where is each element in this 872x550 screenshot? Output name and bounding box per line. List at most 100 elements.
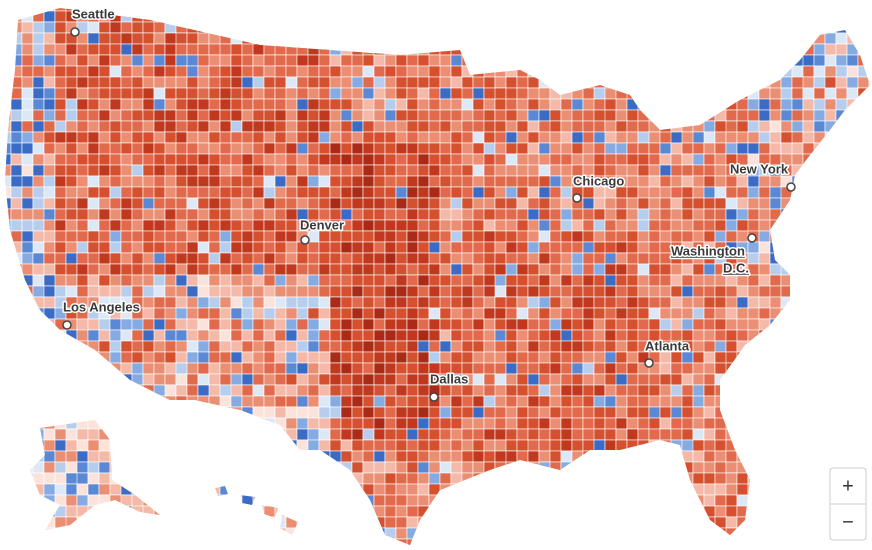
county (615, 406, 628, 419)
county (318, 505, 331, 518)
county (318, 395, 331, 408)
county (593, 8, 606, 12)
county (175, 384, 188, 397)
county (648, 208, 661, 221)
county (98, 329, 111, 342)
county (241, 76, 254, 89)
county (835, 450, 848, 463)
county (747, 8, 760, 12)
county (307, 10, 320, 23)
county (692, 439, 705, 452)
county (351, 142, 364, 155)
county (582, 494, 595, 507)
county (439, 175, 452, 188)
county (626, 241, 639, 254)
zoom-in-label[interactable]: + (842, 475, 854, 497)
county (164, 175, 177, 188)
county (472, 483, 485, 496)
county (76, 219, 89, 232)
county (219, 230, 232, 243)
county (98, 131, 111, 144)
county (472, 120, 485, 133)
county (395, 197, 408, 210)
county (428, 417, 441, 430)
county (483, 164, 496, 177)
county (736, 417, 749, 430)
county (417, 395, 430, 408)
county (703, 362, 716, 375)
county (637, 285, 650, 298)
county (230, 8, 243, 12)
county (329, 505, 342, 518)
county (142, 142, 155, 155)
county (241, 428, 254, 441)
county (406, 43, 419, 56)
county (527, 8, 540, 12)
county (824, 263, 837, 276)
county (494, 351, 507, 364)
county (142, 406, 166, 419)
county (505, 8, 518, 12)
zoom-out-label[interactable]: − (842, 511, 854, 533)
county (835, 219, 859, 232)
county (21, 131, 34, 144)
county (417, 329, 430, 342)
county (538, 54, 562, 67)
county (340, 395, 353, 408)
zoom-in-button[interactable]: + (830, 468, 866, 504)
county (307, 505, 320, 518)
county (54, 538, 67, 545)
county (439, 538, 452, 545)
county (362, 65, 375, 78)
county (725, 494, 738, 507)
county (681, 417, 694, 430)
county (692, 406, 705, 419)
county (252, 98, 265, 111)
county (593, 98, 606, 111)
county (692, 43, 716, 56)
county (318, 384, 331, 397)
county (351, 252, 364, 265)
county (307, 373, 320, 386)
county (505, 505, 518, 518)
county (494, 219, 507, 232)
county (593, 208, 606, 221)
county (230, 120, 243, 133)
county (747, 340, 760, 353)
zoom-out-button[interactable]: − (830, 504, 866, 540)
county (813, 307, 826, 320)
county (318, 516, 331, 529)
county (274, 417, 287, 430)
county (802, 76, 815, 89)
county (516, 406, 529, 419)
county (483, 439, 496, 452)
county (241, 10, 254, 23)
county (527, 428, 540, 441)
county (516, 538, 540, 545)
county (296, 340, 309, 353)
county (131, 21, 144, 34)
county (670, 406, 683, 419)
county (340, 164, 353, 177)
county (769, 131, 782, 144)
county (813, 175, 837, 188)
county (758, 142, 771, 155)
county (252, 483, 276, 496)
county (241, 527, 254, 540)
county (307, 76, 320, 89)
county (637, 230, 650, 243)
county (571, 494, 584, 507)
county (274, 494, 287, 507)
county (538, 87, 551, 100)
county (164, 472, 177, 485)
county (472, 450, 485, 463)
county (318, 307, 331, 320)
county (648, 450, 661, 463)
county (5, 120, 12, 133)
county (120, 285, 133, 298)
county (758, 406, 771, 419)
county (131, 450, 144, 463)
county (131, 186, 144, 199)
county (263, 483, 287, 496)
county (10, 109, 23, 122)
